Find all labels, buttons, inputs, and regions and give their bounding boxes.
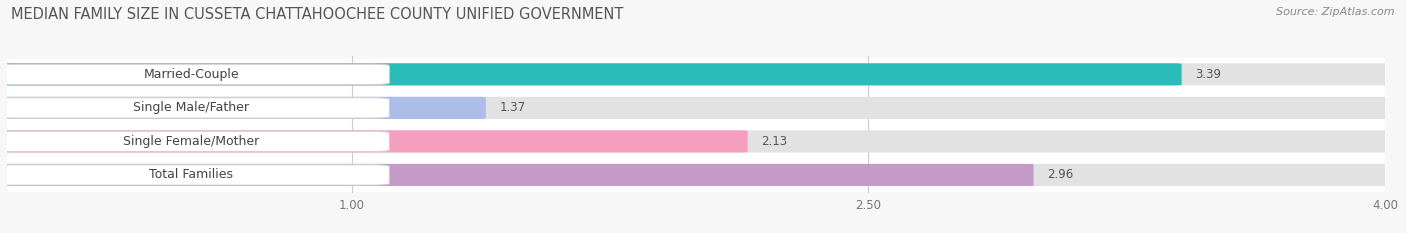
FancyBboxPatch shape: [0, 125, 1402, 158]
FancyBboxPatch shape: [0, 158, 1402, 192]
FancyBboxPatch shape: [0, 91, 1402, 125]
Text: Source: ZipAtlas.com: Source: ZipAtlas.com: [1277, 7, 1395, 17]
FancyBboxPatch shape: [0, 164, 1392, 186]
Text: 3.39: 3.39: [1195, 68, 1222, 81]
FancyBboxPatch shape: [0, 97, 1392, 119]
Text: 2.96: 2.96: [1047, 168, 1074, 182]
FancyBboxPatch shape: [0, 130, 748, 152]
Text: Single Male/Father: Single Male/Father: [134, 101, 249, 114]
FancyBboxPatch shape: [0, 64, 389, 85]
FancyBboxPatch shape: [0, 165, 389, 185]
Text: Married-Couple: Married-Couple: [143, 68, 239, 81]
FancyBboxPatch shape: [0, 130, 1392, 152]
FancyBboxPatch shape: [0, 98, 389, 118]
Text: Single Female/Mother: Single Female/Mother: [124, 135, 260, 148]
Text: Total Families: Total Families: [149, 168, 233, 182]
Text: 2.13: 2.13: [762, 135, 787, 148]
FancyBboxPatch shape: [0, 63, 1392, 86]
FancyBboxPatch shape: [0, 63, 1181, 86]
FancyBboxPatch shape: [0, 164, 1033, 186]
Text: MEDIAN FAMILY SIZE IN CUSSETA CHATTAHOOCHEE COUNTY UNIFIED GOVERNMENT: MEDIAN FAMILY SIZE IN CUSSETA CHATTAHOOC…: [11, 7, 624, 22]
FancyBboxPatch shape: [0, 97, 486, 119]
FancyBboxPatch shape: [0, 131, 389, 152]
Text: 1.37: 1.37: [499, 101, 526, 114]
FancyBboxPatch shape: [0, 58, 1402, 91]
